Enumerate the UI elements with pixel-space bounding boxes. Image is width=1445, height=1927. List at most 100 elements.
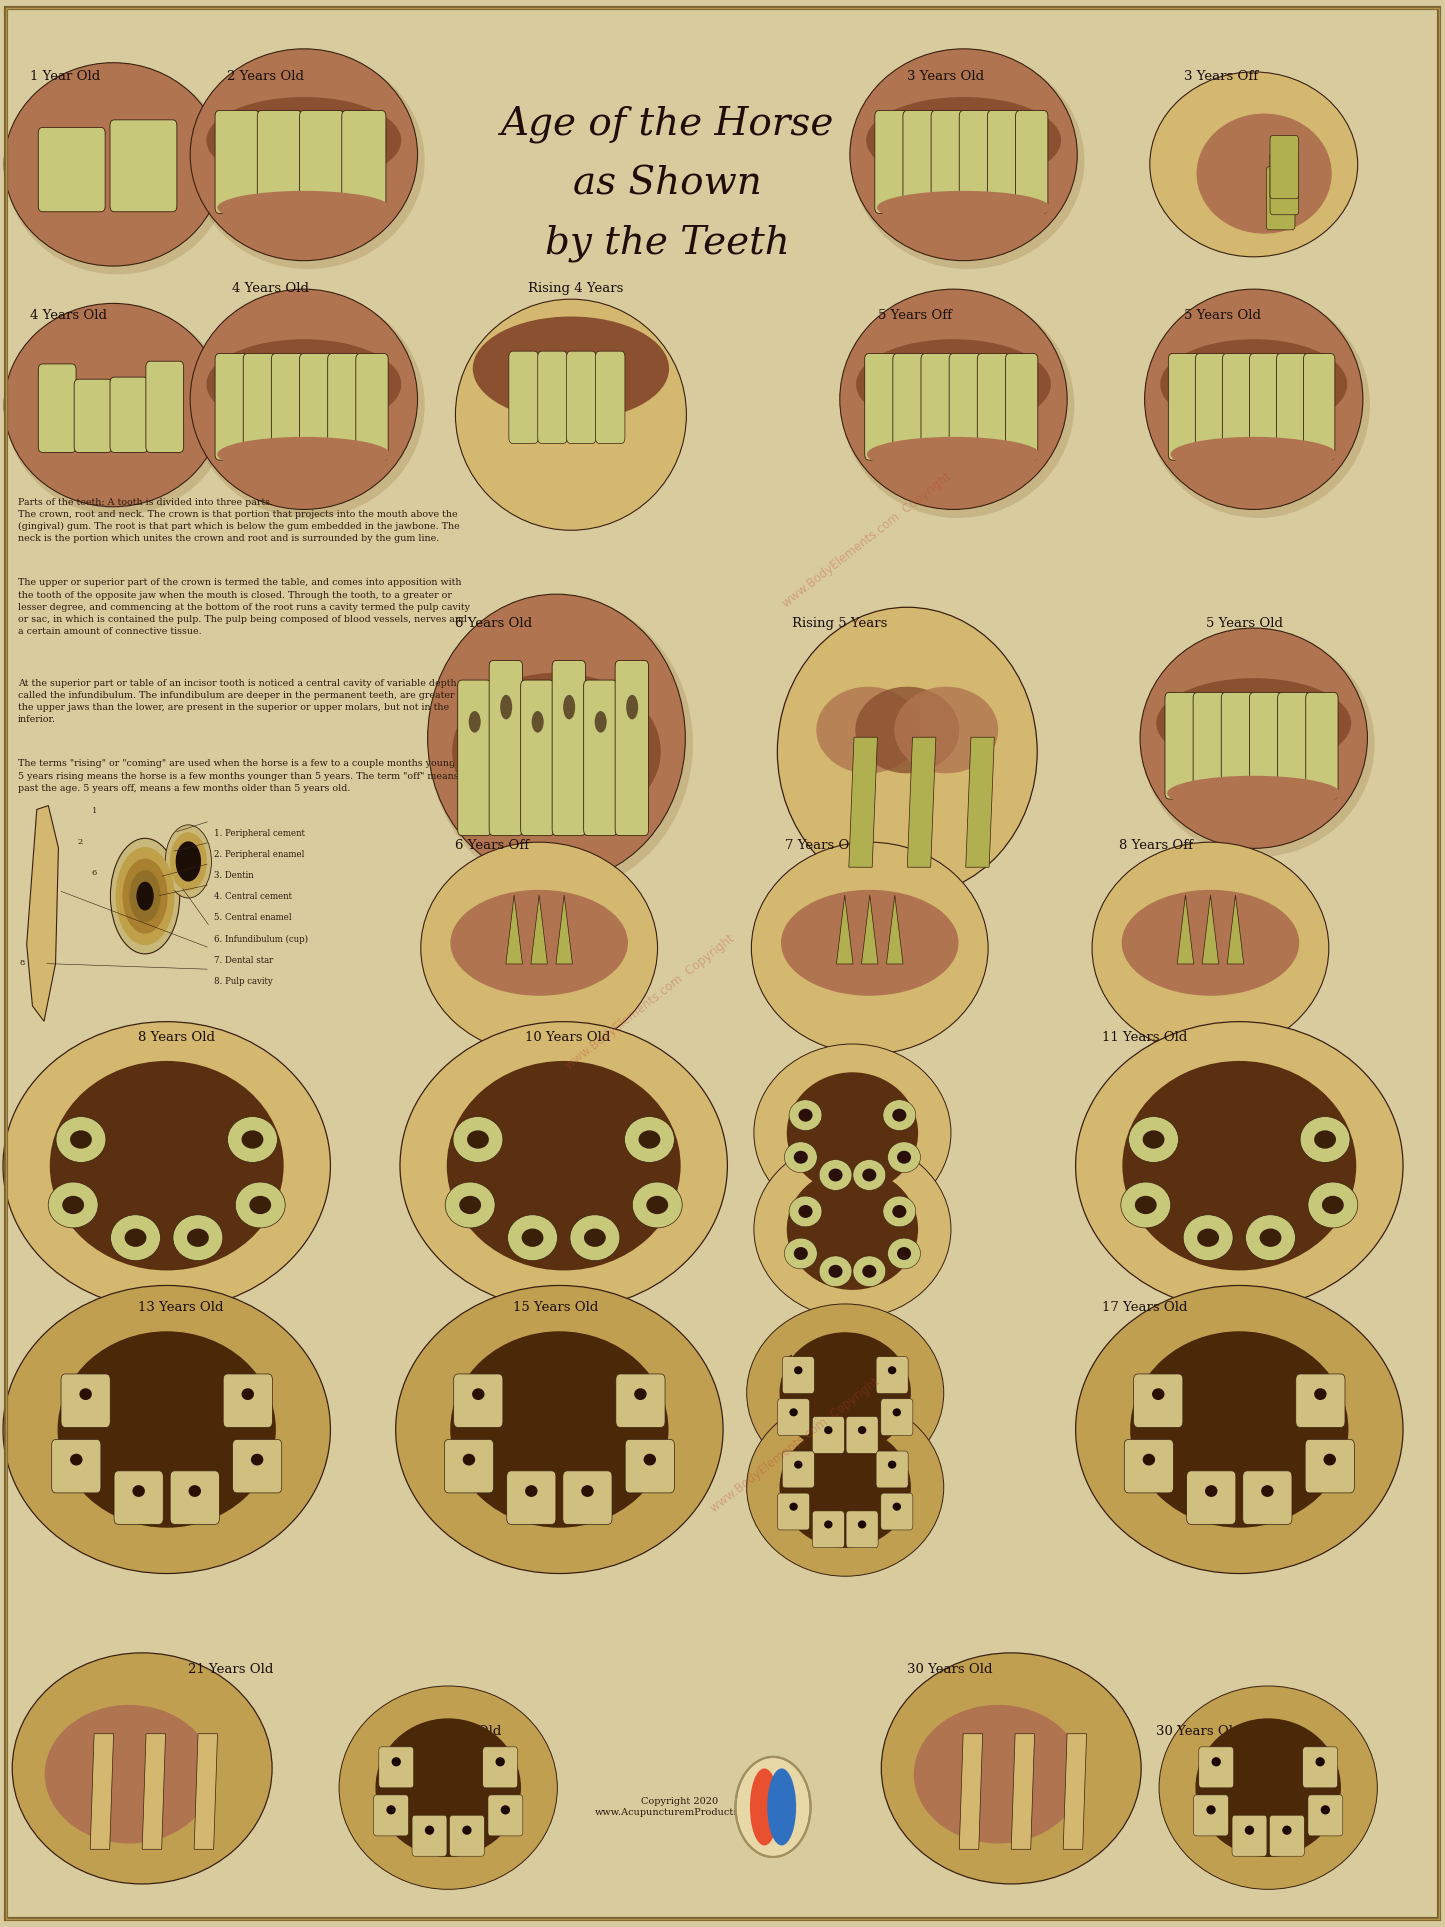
Text: 15 Years Old: 15 Years Old [513, 1301, 598, 1314]
Ellipse shape [883, 1100, 916, 1131]
Ellipse shape [1170, 437, 1337, 472]
Ellipse shape [217, 437, 390, 472]
Text: 7. Dental star: 7. Dental star [214, 956, 273, 965]
Ellipse shape [799, 1108, 812, 1122]
Text: The upper or superior part of the crown is termed the table, and comes into appo: The upper or superior part of the crown … [17, 578, 470, 636]
FancyBboxPatch shape [812, 1416, 844, 1453]
Ellipse shape [507, 1214, 558, 1260]
Ellipse shape [124, 1229, 146, 1247]
Ellipse shape [522, 1229, 543, 1247]
FancyBboxPatch shape [782, 1451, 815, 1488]
Ellipse shape [824, 1520, 832, 1528]
Ellipse shape [1150, 71, 1358, 256]
Ellipse shape [850, 48, 1078, 260]
FancyBboxPatch shape [449, 1815, 484, 1856]
FancyBboxPatch shape [1296, 1374, 1345, 1428]
Ellipse shape [893, 1409, 902, 1416]
Ellipse shape [176, 842, 201, 881]
Ellipse shape [564, 696, 575, 719]
Ellipse shape [793, 1247, 808, 1260]
Ellipse shape [500, 696, 512, 719]
FancyBboxPatch shape [616, 1374, 665, 1428]
Text: www.BodyElements.com  Copyright: www.BodyElements.com Copyright [708, 1376, 881, 1515]
Ellipse shape [462, 1453, 475, 1466]
Text: Rising 4 Years: Rising 4 Years [527, 283, 623, 295]
FancyBboxPatch shape [847, 1416, 879, 1453]
FancyBboxPatch shape [1195, 353, 1227, 461]
FancyBboxPatch shape [881, 1399, 913, 1436]
Ellipse shape [1260, 1229, 1282, 1247]
Ellipse shape [1314, 1131, 1337, 1148]
Ellipse shape [1144, 289, 1363, 509]
Ellipse shape [429, 595, 694, 892]
Ellipse shape [751, 842, 988, 1054]
Ellipse shape [894, 686, 998, 773]
Text: www.BodyElements.com  Copyright: www.BodyElements.com Copyright [780, 470, 954, 609]
Ellipse shape [1121, 1181, 1170, 1227]
Text: Parts of the teeth: A tooth is divided into three parts.
The crown, root and nec: Parts of the teeth: A tooth is divided i… [17, 497, 460, 543]
FancyBboxPatch shape [355, 353, 389, 461]
Text: 30 Years Old: 30 Years Old [907, 1663, 993, 1676]
FancyBboxPatch shape [564, 1470, 613, 1524]
Ellipse shape [3, 1285, 331, 1574]
Text: 8. Pulp cavity: 8. Pulp cavity [214, 977, 273, 987]
Ellipse shape [451, 890, 629, 996]
Ellipse shape [789, 1197, 822, 1227]
Ellipse shape [111, 1214, 160, 1260]
FancyBboxPatch shape [1250, 692, 1282, 800]
Polygon shape [965, 738, 994, 867]
FancyBboxPatch shape [949, 353, 981, 461]
Ellipse shape [447, 1062, 681, 1270]
Ellipse shape [136, 883, 153, 911]
Ellipse shape [165, 825, 211, 898]
Ellipse shape [188, 1486, 201, 1497]
FancyBboxPatch shape [1006, 353, 1038, 461]
Ellipse shape [45, 1705, 214, 1844]
Ellipse shape [877, 191, 1051, 225]
FancyBboxPatch shape [490, 661, 523, 836]
Ellipse shape [110, 838, 179, 954]
Text: 4. Central cement: 4. Central cement [214, 892, 292, 902]
Ellipse shape [56, 1116, 105, 1162]
Ellipse shape [883, 1197, 916, 1227]
Ellipse shape [1134, 1197, 1156, 1214]
Text: The terms "rising" or "coming" are used when the horse is a few to a couple mont: The terms "rising" or "coming" are used … [17, 759, 467, 792]
Text: 8 Years Off: 8 Years Off [1120, 838, 1194, 852]
FancyBboxPatch shape [538, 351, 568, 443]
FancyBboxPatch shape [584, 680, 617, 836]
FancyBboxPatch shape [1270, 135, 1299, 198]
Ellipse shape [392, 1757, 400, 1767]
FancyBboxPatch shape [215, 110, 259, 214]
FancyBboxPatch shape [61, 1374, 110, 1428]
Ellipse shape [887, 1366, 896, 1374]
Text: 1: 1 [92, 807, 97, 815]
Ellipse shape [795, 1461, 802, 1468]
Ellipse shape [186, 1229, 210, 1247]
Ellipse shape [420, 842, 657, 1054]
Ellipse shape [1314, 1387, 1327, 1401]
Ellipse shape [785, 1143, 818, 1174]
Ellipse shape [747, 1399, 944, 1576]
FancyBboxPatch shape [1270, 152, 1299, 214]
Text: 5 Years Old: 5 Years Old [1185, 308, 1261, 322]
Polygon shape [142, 1734, 166, 1850]
FancyBboxPatch shape [412, 1815, 447, 1856]
Ellipse shape [824, 1426, 832, 1434]
Text: 13 Years Old: 13 Years Old [137, 1301, 224, 1314]
FancyBboxPatch shape [374, 1794, 409, 1836]
Text: 7 Years Off: 7 Years Off [785, 838, 858, 852]
Ellipse shape [785, 1239, 818, 1268]
Ellipse shape [532, 711, 543, 732]
Ellipse shape [12, 1653, 272, 1885]
FancyBboxPatch shape [445, 1439, 494, 1493]
Ellipse shape [1282, 1825, 1292, 1835]
Ellipse shape [1146, 293, 1370, 518]
Ellipse shape [396, 1285, 722, 1574]
Ellipse shape [624, 1116, 675, 1162]
FancyBboxPatch shape [299, 353, 332, 461]
FancyBboxPatch shape [959, 110, 991, 214]
FancyBboxPatch shape [1016, 110, 1048, 214]
FancyBboxPatch shape [552, 661, 585, 836]
Ellipse shape [1129, 1116, 1179, 1162]
Text: Copyright 2020
www.AcupuncturemProducts.com: Copyright 2020 www.AcupuncturemProducts.… [595, 1798, 763, 1817]
